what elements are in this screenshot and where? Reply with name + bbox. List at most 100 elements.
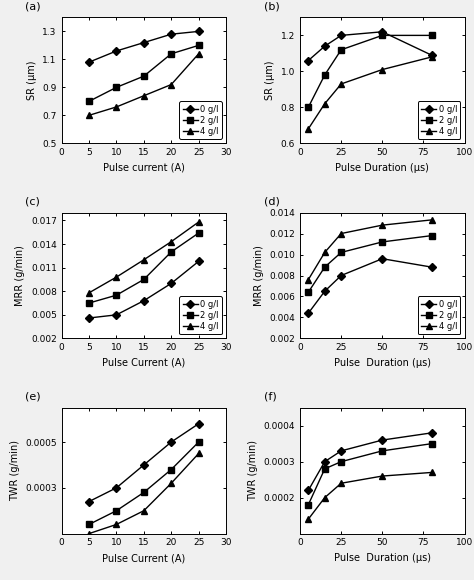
Line: 0 g/l: 0 g/l: [86, 28, 201, 65]
0 g/l: [141, 297, 146, 304]
0 g/l: [168, 31, 174, 38]
Text: (a): (a): [26, 1, 41, 11]
Y-axis label: TWR (g/min): TWR (g/min): [248, 440, 258, 501]
2 g/l: [305, 104, 311, 111]
4 g/l: [196, 450, 201, 457]
2 g/l: [380, 447, 385, 454]
Line: 2 g/l: 2 g/l: [306, 32, 434, 110]
0 g/l: [114, 48, 119, 55]
2 g/l: [168, 50, 174, 57]
4 g/l: [86, 112, 92, 119]
X-axis label: Pulse current (A): Pulse current (A): [103, 163, 185, 173]
0 g/l: [322, 43, 328, 50]
Legend: 0 g/l, 2 g/l, 4 g/l: 0 g/l, 2 g/l, 4 g/l: [179, 296, 222, 334]
2 g/l: [86, 521, 92, 528]
0 g/l: [380, 255, 385, 262]
2 g/l: [168, 466, 174, 473]
2 g/l: [322, 71, 328, 78]
4 g/l: [305, 276, 311, 283]
2 g/l: [196, 438, 201, 445]
0 g/l: [429, 52, 435, 59]
4 g/l: [114, 521, 119, 528]
Line: 2 g/l: 2 g/l: [86, 439, 201, 527]
0 g/l: [305, 57, 311, 64]
Line: 2 g/l: 2 g/l: [306, 441, 434, 508]
0 g/l: [86, 314, 92, 321]
2 g/l: [305, 289, 311, 296]
Text: (b): (b): [264, 1, 280, 11]
2 g/l: [114, 508, 119, 514]
0 g/l: [86, 498, 92, 505]
4 g/l: [305, 516, 311, 523]
0 g/l: [168, 438, 174, 445]
2 g/l: [141, 489, 146, 496]
4 g/l: [141, 256, 146, 263]
2 g/l: [429, 32, 435, 39]
0 g/l: [114, 484, 119, 491]
Text: (c): (c): [26, 196, 40, 206]
2 g/l: [86, 98, 92, 105]
Legend: 0 g/l, 2 g/l, 4 g/l: 0 g/l, 2 g/l, 4 g/l: [179, 102, 222, 139]
4 g/l: [114, 274, 119, 281]
2 g/l: [338, 46, 344, 53]
Line: 2 g/l: 2 g/l: [86, 230, 201, 306]
4 g/l: [429, 469, 435, 476]
2 g/l: [429, 232, 435, 239]
0 g/l: [338, 447, 344, 454]
0 g/l: [380, 28, 385, 35]
Legend: 0 g/l, 2 g/l, 4 g/l: 0 g/l, 2 g/l, 4 g/l: [418, 102, 460, 139]
Text: (e): (e): [26, 392, 41, 401]
2 g/l: [322, 264, 328, 271]
Line: 4 g/l: 4 g/l: [86, 451, 201, 536]
X-axis label: Pulse Current (A): Pulse Current (A): [102, 553, 185, 563]
X-axis label: Pulse  Duration (μs): Pulse Duration (μs): [334, 358, 431, 368]
4 g/l: [380, 66, 385, 73]
4 g/l: [380, 473, 385, 480]
Line: 2 g/l: 2 g/l: [306, 233, 434, 295]
2 g/l: [141, 276, 146, 283]
2 g/l: [338, 249, 344, 256]
Line: 0 g/l: 0 g/l: [86, 421, 201, 505]
2 g/l: [429, 440, 435, 447]
4 g/l: [196, 219, 201, 226]
4 g/l: [196, 50, 201, 57]
0 g/l: [141, 462, 146, 469]
2 g/l: [380, 238, 385, 245]
Line: 4 g/l: 4 g/l: [86, 219, 201, 296]
Line: 0 g/l: 0 g/l: [86, 259, 201, 321]
Legend: 0 g/l, 2 g/l, 4 g/l: 0 g/l, 2 g/l, 4 g/l: [418, 296, 460, 334]
0 g/l: [429, 264, 435, 271]
2 g/l: [322, 465, 328, 472]
Y-axis label: MRR (g/min): MRR (g/min): [254, 245, 264, 306]
Y-axis label: SR (μm): SR (μm): [27, 60, 37, 100]
0 g/l: [322, 458, 328, 465]
Line: 4 g/l: 4 g/l: [306, 470, 434, 522]
0 g/l: [305, 310, 311, 317]
0 g/l: [168, 280, 174, 287]
X-axis label: Pulse  Duration (μs): Pulse Duration (μs): [334, 553, 431, 563]
4 g/l: [168, 480, 174, 487]
2 g/l: [196, 230, 201, 237]
0 g/l: [338, 32, 344, 39]
0 g/l: [196, 420, 201, 427]
Line: 2 g/l: 2 g/l: [86, 42, 201, 104]
4 g/l: [338, 480, 344, 487]
0 g/l: [196, 258, 201, 265]
X-axis label: Pulse Duration (μs): Pulse Duration (μs): [336, 163, 429, 173]
4 g/l: [168, 238, 174, 245]
0 g/l: [114, 311, 119, 318]
4 g/l: [322, 249, 328, 256]
2 g/l: [338, 458, 344, 465]
2 g/l: [305, 501, 311, 508]
0 g/l: [322, 288, 328, 295]
4 g/l: [429, 53, 435, 60]
4 g/l: [322, 494, 328, 501]
Y-axis label: MRR (g/min): MRR (g/min): [15, 245, 25, 306]
4 g/l: [86, 289, 92, 296]
Line: 0 g/l: 0 g/l: [306, 29, 434, 63]
4 g/l: [114, 103, 119, 110]
Line: 4 g/l: 4 g/l: [306, 217, 434, 282]
2 g/l: [114, 84, 119, 91]
0 g/l: [141, 39, 146, 46]
Text: (f): (f): [264, 392, 277, 401]
